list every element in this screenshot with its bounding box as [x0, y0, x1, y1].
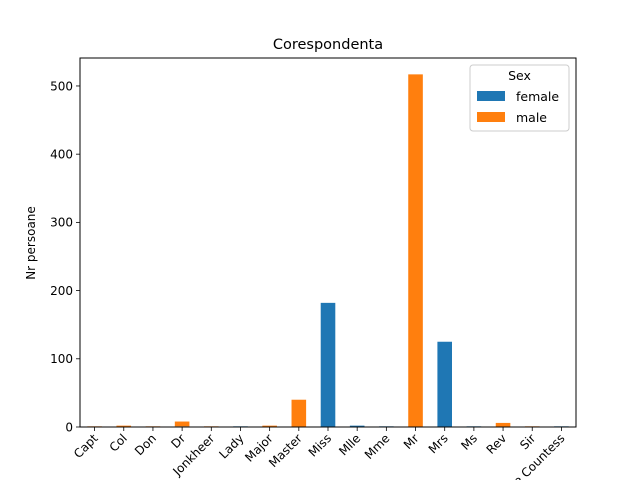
- x-tick-label: Mlle: [336, 431, 363, 458]
- legend-label-female: female: [516, 89, 559, 104]
- y-tick-label: 100: [50, 352, 73, 366]
- legend: Sex female male: [469, 64, 570, 132]
- x-tick-label: Mme: [362, 431, 393, 462]
- y-tick-label: 500: [50, 79, 73, 93]
- x-tick-label: Col: [107, 431, 130, 454]
- x-tick-label: Dr: [168, 431, 188, 451]
- y-axis-ticks: 0 100 200 300 400 500: [50, 79, 80, 434]
- y-tick-label: 400: [50, 147, 73, 161]
- y-tick-label: 300: [50, 216, 73, 230]
- plot-frame: [79, 57, 577, 428]
- bar-male-major: [262, 425, 277, 427]
- bar-male-col: [116, 425, 132, 427]
- bar-female-mlle: [349, 425, 365, 427]
- x-tick-label: Sir: [517, 431, 538, 452]
- legend-swatch-female: [477, 91, 505, 101]
- x-tick-label: Capt: [71, 431, 101, 461]
- x-tick-label: Mrs: [426, 431, 451, 456]
- legend-swatch-male: [477, 112, 505, 122]
- x-tick-label: Master: [266, 431, 305, 470]
- y-axis-label: Nr persoane: [24, 206, 38, 280]
- bar-male-dr: [174, 421, 190, 427]
- bar-female-miss: [320, 302, 336, 427]
- legend-label-male: male: [516, 110, 547, 125]
- x-tick-label: Rev: [484, 431, 510, 457]
- bar-male-mr: [408, 74, 423, 428]
- x-tick-label: Miss: [306, 431, 334, 459]
- x-tick-label: Ms: [458, 431, 480, 453]
- legend-title: Sex: [508, 68, 531, 83]
- bar-male-rev: [495, 422, 511, 427]
- bar-female-mrs: [437, 341, 452, 427]
- bar-male-master: [291, 399, 307, 427]
- chart-title: Corespondenta: [273, 37, 383, 53]
- y-tick-label: 200: [50, 284, 73, 298]
- x-tick-label: Mr: [401, 431, 422, 452]
- x-tick-label: Lady: [216, 431, 246, 461]
- y-tick-label: 0: [65, 420, 73, 434]
- x-tick-label: Don: [132, 431, 159, 458]
